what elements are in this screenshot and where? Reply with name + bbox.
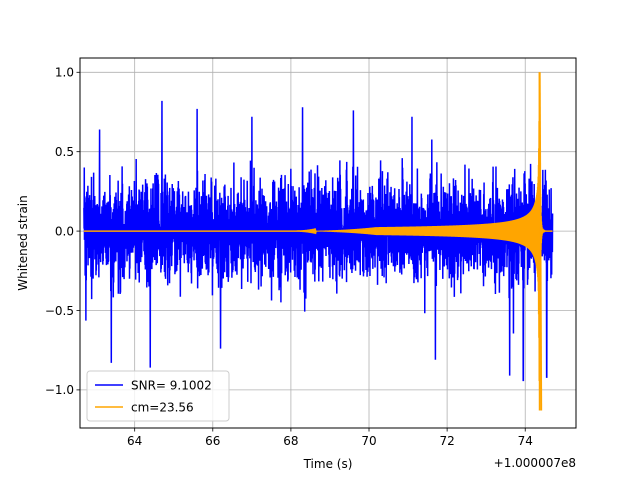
axes-frame [79,57,577,429]
y-axis: 1.0 0.5 0.0 −0.5 −1.0 [45,66,80,397]
series-layer [83,72,554,411]
y-tick-label: 0.0 [55,224,74,238]
y-tick-label: 0.5 [55,145,74,159]
cm-series-line [83,72,553,411]
cm-merger-peak [538,72,543,411]
x-tick-label: 72 [439,434,454,448]
legend: SNR= 9.1002 cm=23.56 [86,370,230,422]
x-tick-label: 64 [127,434,142,448]
y-tick-label: −1.0 [45,383,74,397]
x-tick-label: 66 [205,434,220,448]
y-axis-label: Whitened strain [16,195,30,291]
x-axis: 64 66 68 70 72 74 [127,428,533,448]
legend-box [86,370,230,422]
y-tick-label: 1.0 [55,66,74,80]
y-tick-label: −0.5 [45,304,74,318]
x-tick-label: 70 [361,434,376,448]
x-offset-label: +1.000007e8 [494,456,576,470]
x-tick-label: 74 [518,434,533,448]
snr-series-line [83,100,554,382]
series-snr [83,100,554,382]
x-tick-label: 68 [283,434,298,448]
series-cm [83,72,553,411]
legend-label-cm: cm=23.56 [131,401,194,415]
legend-label-snr: SNR= 9.1002 [131,379,212,393]
x-axis-label: Time (s) [303,457,353,471]
